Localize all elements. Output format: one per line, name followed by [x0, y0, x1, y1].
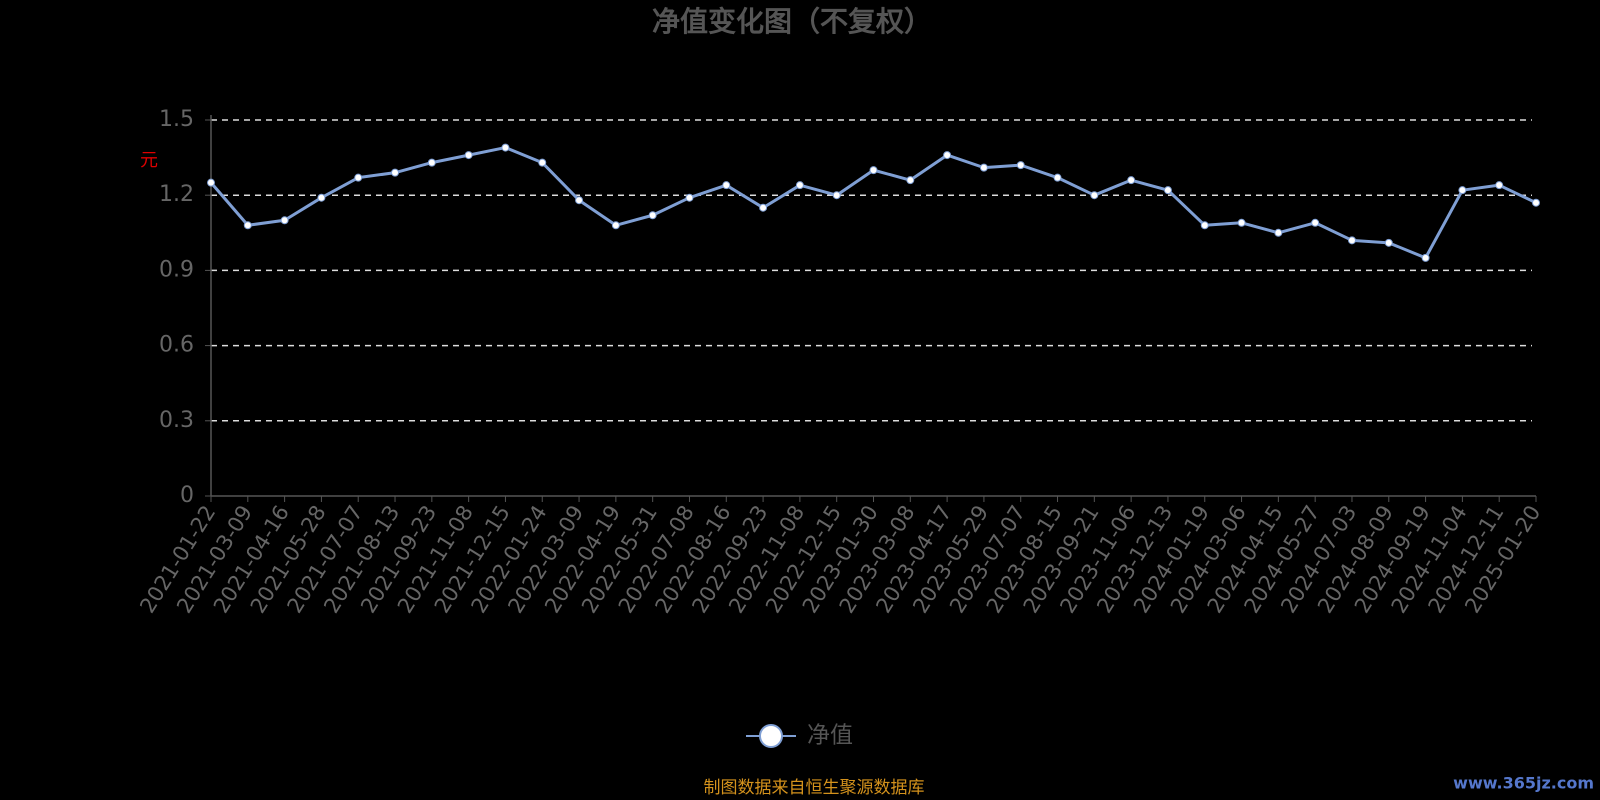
- y-tick-label: 1.2: [159, 182, 194, 207]
- point: [685, 193, 694, 202]
- y-axis-label: 元: [140, 150, 158, 171]
- point: [795, 181, 804, 190]
- source-note: 制图数据来自恒生聚源数据库: [704, 778, 925, 798]
- point: [354, 173, 363, 182]
- watermark: www.365jz.com: [1453, 774, 1594, 793]
- y-tick-label: 0.9: [159, 257, 194, 282]
- point: [722, 181, 731, 190]
- point: [1127, 176, 1136, 185]
- y-tick-label: 0.6: [159, 333, 194, 358]
- point: [1090, 191, 1099, 200]
- point: [575, 196, 584, 205]
- point: [1458, 186, 1467, 195]
- point: [648, 211, 657, 220]
- point: [1163, 186, 1172, 195]
- chart-title: 净值变化图（不复权）: [652, 5, 932, 38]
- point: [611, 221, 620, 230]
- point: [943, 151, 952, 160]
- legend-marker: [759, 724, 783, 748]
- point: [501, 143, 510, 152]
- point: [280, 216, 289, 225]
- point: [1495, 181, 1504, 190]
- y-tick-label: 0: [180, 483, 194, 508]
- point: [391, 168, 400, 177]
- point: [317, 193, 326, 202]
- point: [1421, 253, 1430, 262]
- point: [869, 166, 878, 175]
- legend-label: 净值: [807, 723, 853, 749]
- point: [243, 221, 252, 230]
- point: [207, 178, 215, 187]
- point: [832, 191, 841, 200]
- point: [1311, 218, 1320, 227]
- y-tick-label: 1.5: [159, 107, 194, 132]
- point: [427, 158, 436, 167]
- point: [1016, 161, 1025, 170]
- y-tick-label: 0.3: [159, 408, 194, 433]
- point: [1237, 218, 1246, 227]
- point: [906, 176, 915, 185]
- point: [1274, 228, 1283, 237]
- point: [979, 163, 988, 172]
- point: [464, 151, 473, 160]
- point: [1053, 173, 1062, 182]
- point: [538, 158, 547, 167]
- point: [1532, 198, 1540, 207]
- point: [1200, 221, 1209, 230]
- point: [1347, 236, 1356, 245]
- point: [759, 203, 768, 212]
- point: [1384, 238, 1393, 247]
